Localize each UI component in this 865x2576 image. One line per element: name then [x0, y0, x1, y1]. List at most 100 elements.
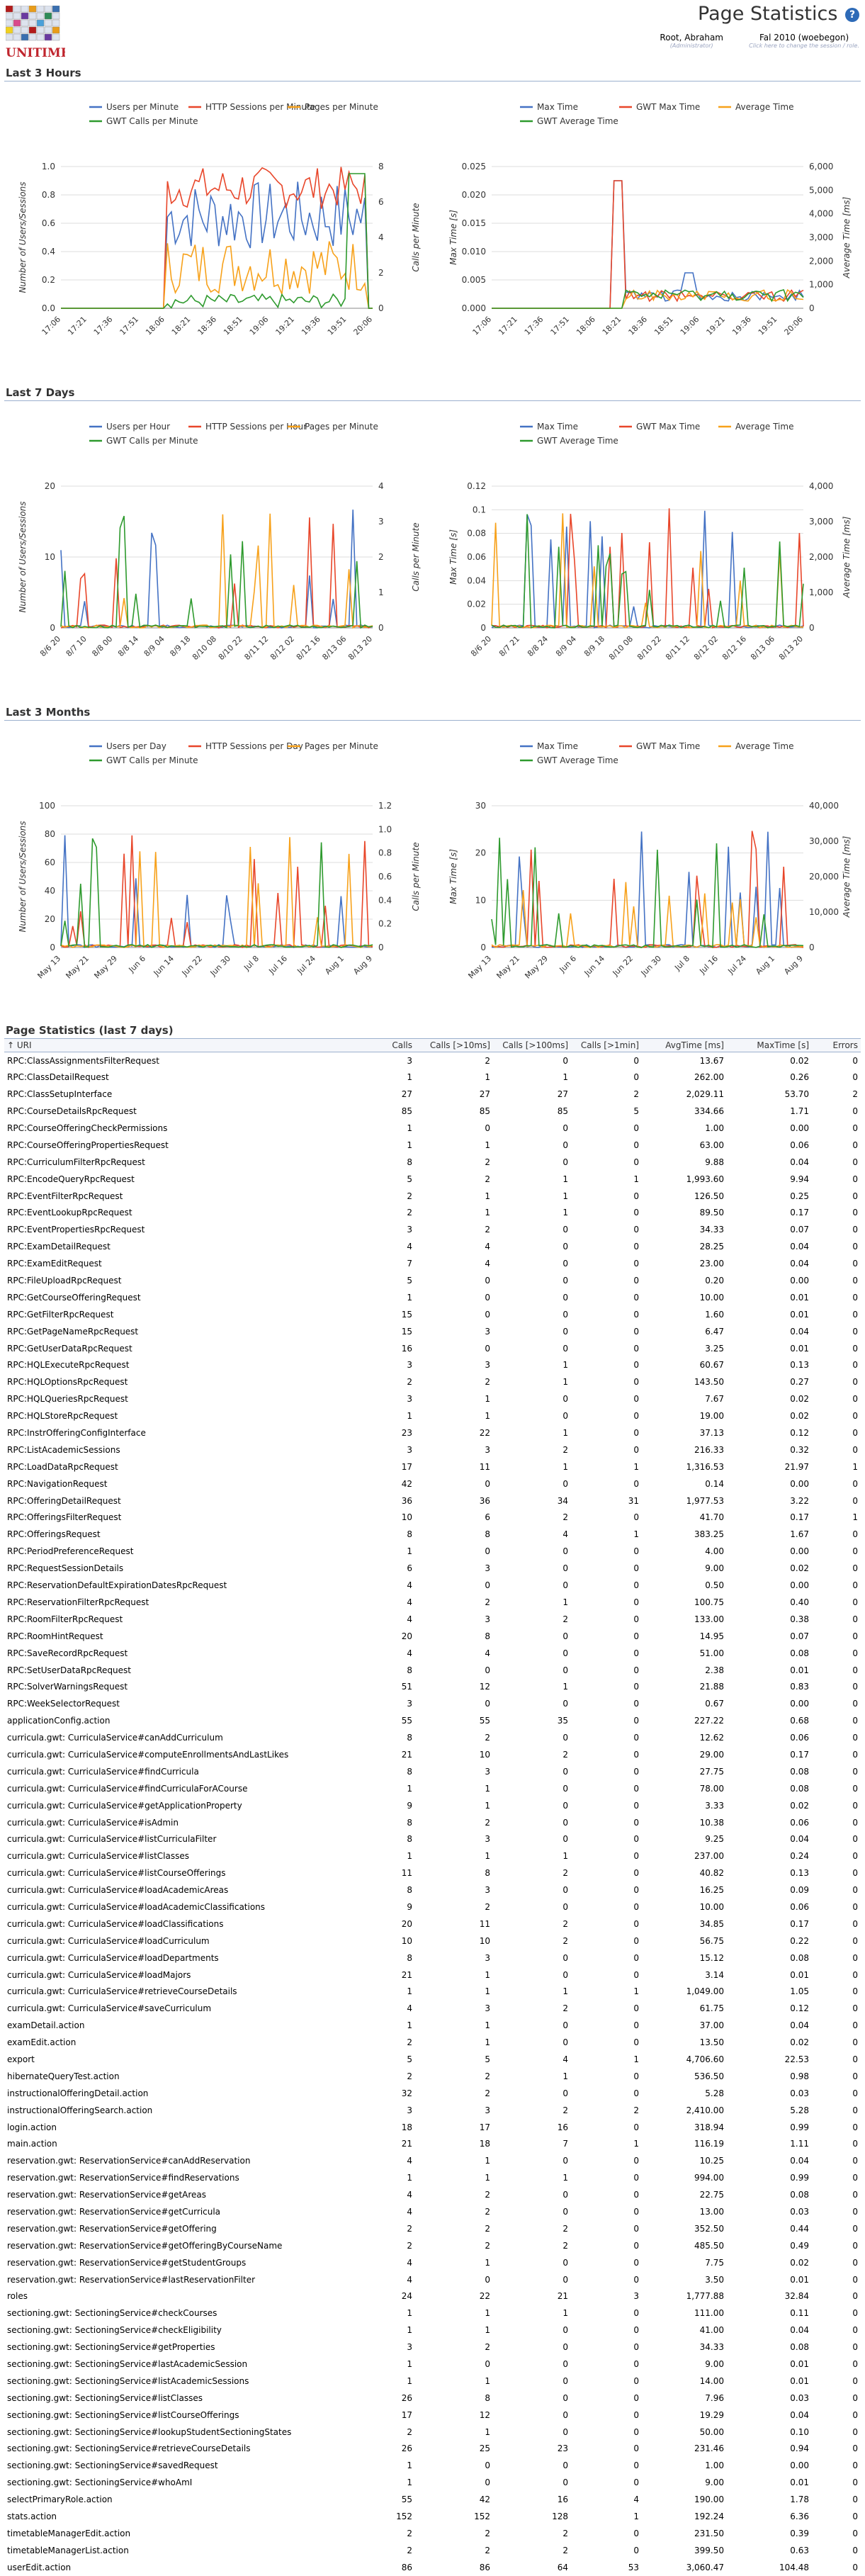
value-cell: 13.67: [699, 1055, 724, 1066]
y2-tick-label: 0.8: [378, 848, 392, 858]
value-cell: 2: [485, 2342, 490, 2353]
column-header[interactable]: Calls [>10ms]: [415, 1039, 493, 1052]
value-cell: 152: [396, 2512, 412, 2522]
value-cell: 0: [485, 1309, 490, 1320]
value-cell: 85: [557, 1106, 568, 1117]
value-cell: 26: [401, 2392, 412, 2403]
value-cell: 0: [633, 1225, 639, 1235]
x-tick-label: May 29: [92, 954, 119, 981]
column-header[interactable]: MaxTime [s]: [727, 1039, 812, 1052]
y2-tick-label: 2: [378, 552, 384, 562]
value-cell: 0: [562, 1969, 568, 1980]
column-header[interactable]: Calls: [373, 1039, 415, 1052]
value-cell: 0: [562, 1834, 568, 1845]
value-cell: 0: [562, 1817, 568, 1828]
x-tick-label: 8/13 06: [749, 634, 776, 662]
x-tick-label: 19:36: [300, 315, 322, 337]
value-cell: 0: [633, 2003, 639, 2014]
value-cell: 0: [633, 2223, 639, 2234]
uri-cell: RPC:ClassSetupInterface: [7, 1089, 113, 1100]
value-cell: 1,977.53: [686, 1495, 724, 1506]
value-cell: 17: [479, 2122, 490, 2132]
table-row: sectioning.gwt: SectioningService#lookup…: [4, 2424, 861, 2441]
chart-row-months: Users per Day HTTP Sessions per Day Pages …: [0, 721, 865, 1021]
value-cell: 0: [852, 2528, 858, 2538]
legend-label: Average Time: [735, 102, 793, 112]
value-cell: 4: [407, 1580, 412, 1591]
value-cell: 0: [562, 1292, 568, 1303]
value-cell: 53.70: [784, 1089, 809, 1100]
value-cell: 18: [401, 2122, 412, 2132]
uri-cell: RPC:HQLExecuteRpcRequest: [7, 1360, 130, 1371]
value-cell: 2: [562, 2528, 568, 2538]
value-cell: 0.38: [790, 1614, 809, 1624]
legend-label: HTTP Sessions per Minute: [205, 102, 315, 112]
y-axis-title: Number of Users/Sessions: [18, 501, 28, 612]
uri-cell: reservation.gwt: ReservationService#canA…: [7, 2156, 251, 2166]
value-cell: 1: [633, 2139, 639, 2149]
value-cell: 128: [552, 2512, 568, 2522]
value-cell: 11: [479, 1918, 490, 1929]
value-cell: 0: [562, 2088, 568, 2098]
value-cell: 2: [562, 1935, 568, 1946]
value-cell: 3.22: [790, 1495, 809, 1506]
column-header[interactable]: AvgTime [ms]: [642, 1039, 727, 1052]
uri-cell: curricula.gwt: CurriculaService#loadAcad…: [7, 1885, 229, 1896]
user-info[interactable]: Root, Abraham (Administrator): [660, 33, 723, 49]
value-cell: 3: [485, 1563, 490, 1574]
x-tick-label: 8/7 10: [64, 634, 89, 658]
value-cell: 0.49: [790, 2240, 809, 2251]
column-header[interactable]: Calls [>100ms]: [493, 1039, 571, 1052]
value-cell: 3: [485, 1766, 490, 1777]
value-cell: 1: [633, 2512, 639, 2522]
x-tick-label: 20:06: [783, 315, 805, 337]
value-cell: 9.25: [705, 1834, 724, 1845]
value-cell: 0: [852, 2054, 858, 2064]
table-row: RPC:ListAcademicSessions 3 3 2 0 216.33 0.32 0: [4, 1441, 861, 1458]
value-cell: 0: [852, 1868, 858, 1879]
value-cell: 1: [562, 1428, 568, 1439]
value-cell: 0.03: [790, 2207, 809, 2217]
x-tick-label: 18:21: [601, 315, 623, 337]
value-cell: 0: [633, 1648, 639, 1658]
value-cell: 1: [407, 2308, 412, 2319]
uri-cell: stats.action: [7, 2512, 57, 2522]
value-cell: 18: [479, 2139, 490, 2149]
chart-hours-users: Users per Minute HTTP Sessions per Minute…: [4, 81, 429, 381]
value-cell: 231.50: [694, 2528, 724, 2538]
series-line: [60, 835, 373, 948]
value-cell: 0: [852, 1343, 858, 1354]
help-icon[interactable]: ?: [845, 7, 859, 22]
session-info[interactable]: Fal 2010 (woebegon) Click here to change…: [749, 33, 859, 49]
value-cell: 0: [485, 1546, 490, 1557]
uri-cell: RPC:EventFilterRpcRequest: [7, 1191, 123, 1201]
chart-months-times: Max Time GWT Max Time Average Time GWT Aver…: [435, 721, 860, 1020]
value-cell: 0: [633, 1191, 639, 1201]
value-cell: 2: [562, 1614, 568, 1624]
value-cell: 0.01: [790, 1292, 809, 1303]
section-page-statistics: Page Statistics (last 7 days): [4, 1021, 861, 1039]
uri-cell: export: [7, 2054, 35, 2064]
value-cell: 0: [562, 2392, 568, 2403]
value-cell: 485.50: [694, 2240, 724, 2251]
value-cell: 10.00: [699, 1901, 724, 1912]
unitime-logo[interactable]: UNITIME: [5, 5, 70, 60]
table-row: applicationConfig.action 55 55 35 0 227.22 0.6…: [4, 1712, 861, 1729]
legend-label: GWT Average Time: [537, 436, 618, 446]
value-cell: 0.44: [790, 2223, 809, 2234]
value-cell: 0.03: [790, 2088, 809, 2098]
y-tick-label: 10: [475, 895, 486, 905]
value-cell: 0: [562, 1157, 568, 1167]
table-row: RPC:RequestSessionDetails 6 3 0 0 9.00 0.02 0: [4, 1560, 861, 1577]
value-cell: 9.94: [790, 1174, 809, 1184]
column-header[interactable]: Errors: [812, 1039, 861, 1052]
value-cell: 0: [633, 1885, 639, 1896]
value-cell: 21: [401, 1749, 412, 1760]
value-cell: 0: [562, 1242, 568, 1252]
value-cell: 7: [562, 2139, 568, 2149]
table-row: RPC:HQLExecuteRpcRequest 3 3 1 0 60.67 0.13 0: [4, 1357, 861, 1374]
uri-cell: curricula.gwt: CurriculaService#retrieve…: [7, 1986, 237, 1997]
legend-label: GWT Max Time: [636, 741, 700, 751]
column-header[interactable]: Calls [>1min]: [571, 1039, 642, 1052]
column-header[interactable]: ↑ URI: [4, 1039, 373, 1052]
